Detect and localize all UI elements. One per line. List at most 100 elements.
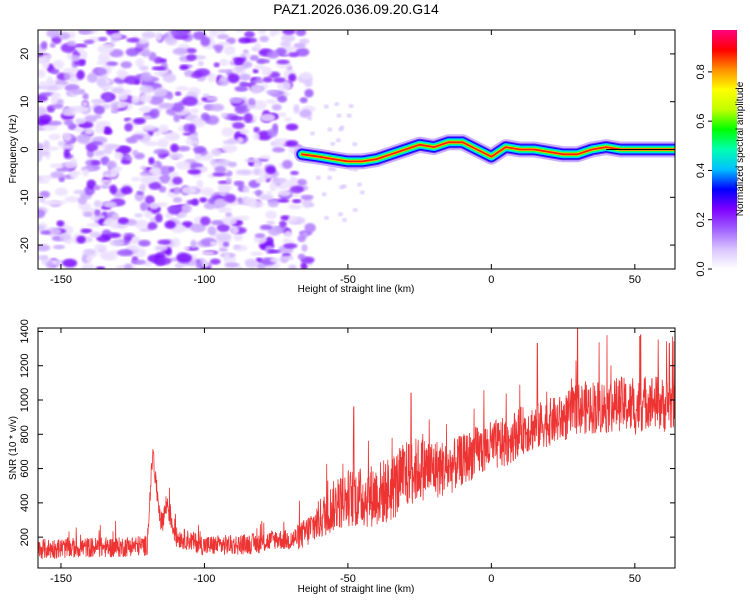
spectrogram-x-ticks: -150 -100 -50 0 50: [50, 30, 641, 286]
snr-xtick-label: -150: [50, 573, 72, 585]
noise-blob: [221, 112, 228, 119]
noise-blob: [227, 73, 240, 84]
noise-blob: [121, 186, 133, 195]
noise-blob: [293, 104, 300, 114]
noise-blob: [243, 197, 257, 207]
noise-blob: [284, 117, 292, 122]
noise-blob: [207, 225, 217, 236]
noise-blob: [272, 147, 286, 153]
noise-blob: [223, 253, 231, 261]
noise-blob: [144, 195, 155, 205]
noise-blob: [216, 34, 230, 40]
noise-blob: [181, 96, 198, 106]
noise-blob: [186, 199, 198, 205]
spectrogram-xtick-label: 0: [488, 274, 494, 286]
noise-blob: [140, 175, 155, 184]
noise-blob: [70, 89, 85, 95]
noise-blob: [164, 220, 176, 229]
noise-blob: [327, 175, 333, 180]
noise-blob: [149, 202, 159, 210]
noise-blob: [111, 213, 120, 220]
noise-blob: [93, 184, 101, 191]
noise-blob: [300, 262, 308, 269]
noise-blob: [139, 93, 153, 103]
noise-blob: [252, 100, 267, 111]
noise-blob: [109, 184, 118, 195]
noise-blob: [80, 228, 93, 234]
noise-blob: [169, 257, 178, 262]
noise-blob: [90, 98, 107, 104]
noise-blob: [144, 261, 152, 267]
chart-title: PAZ1.2026.036.09.20.G14: [273, 1, 439, 17]
noise-blob: [295, 30, 307, 37]
noise-blob: [84, 128, 94, 135]
noise-blob: [41, 124, 58, 131]
noise-blob: [207, 72, 217, 83]
noise-blob: [235, 104, 248, 112]
noise-blob: [139, 183, 146, 192]
noise-blob: [158, 124, 169, 134]
noise-blob: [280, 215, 291, 221]
noise-blob: [292, 199, 302, 204]
noise-blob: [134, 213, 143, 218]
noise-blob: [86, 179, 97, 190]
noise-blob: [357, 182, 362, 187]
noise-blob: [104, 172, 117, 178]
noise-blob: [276, 59, 290, 65]
snr-x-ticks: -150 -100 -50 0 50: [50, 328, 641, 585]
noise-blob: [236, 136, 244, 144]
noise-blob: [154, 31, 163, 41]
noise-blob: [62, 107, 76, 113]
noise-blob: [102, 147, 113, 155]
noise-blob: [271, 104, 282, 111]
noise-blob: [76, 133, 91, 144]
noise-blob: [106, 160, 117, 169]
noise-blob: [342, 218, 347, 222]
noise-blob: [62, 67, 78, 75]
noise-blob: [297, 234, 306, 243]
noise-blob: [50, 171, 65, 179]
noise-blob: [176, 252, 192, 263]
noise-blob: [138, 106, 153, 113]
noise-blob: [175, 86, 189, 91]
noise-blob: [172, 196, 183, 203]
noise-blob: [221, 144, 238, 154]
noise-blob: [83, 211, 93, 217]
colorbar-tick-label: 0.4: [695, 163, 707, 178]
noise-blob: [352, 208, 358, 212]
noise-blob: [262, 76, 273, 83]
noise-blob: [130, 259, 147, 265]
noise-blob: [299, 97, 308, 104]
noise-blob: [239, 128, 250, 135]
noise-blob: [255, 189, 262, 197]
noise-blob: [179, 64, 189, 71]
noise-blob: [310, 131, 315, 136]
noise-blob: [123, 234, 132, 242]
noise-blob: [252, 161, 262, 168]
spectrogram-x-label: Height of straight line (km): [298, 284, 415, 295]
noise-blob: [172, 176, 183, 185]
spectrogram-xtick-label: -150: [50, 274, 72, 286]
noise-blob: [243, 113, 253, 123]
noise-blob: [222, 215, 238, 226]
spectrogram-xtick-label: -100: [193, 274, 215, 286]
noise-blob: [109, 239, 125, 247]
noise-blob: [103, 93, 112, 103]
noise-blob: [162, 73, 177, 83]
noise-blob: [265, 210, 277, 220]
noise-blob: [183, 246, 190, 251]
noise-blob: [146, 222, 158, 230]
spectrogram-ytick-label: -10: [19, 189, 31, 205]
noise-blob: [281, 34, 296, 43]
noise-blob: [84, 115, 97, 123]
noise-blob: [71, 171, 82, 176]
noise-blob: [38, 94, 48, 102]
noise-blob: [229, 116, 245, 121]
noise-blob: [348, 104, 354, 108]
signal-trace-band: [301, 141, 675, 163]
snr-y-label: SNR (10 * v/v): [8, 416, 19, 480]
noise-blob: [246, 31, 253, 36]
noise-blob: [160, 58, 167, 64]
noise-blob: [168, 166, 175, 172]
colorbar-tick-label: 0.8: [695, 64, 707, 79]
